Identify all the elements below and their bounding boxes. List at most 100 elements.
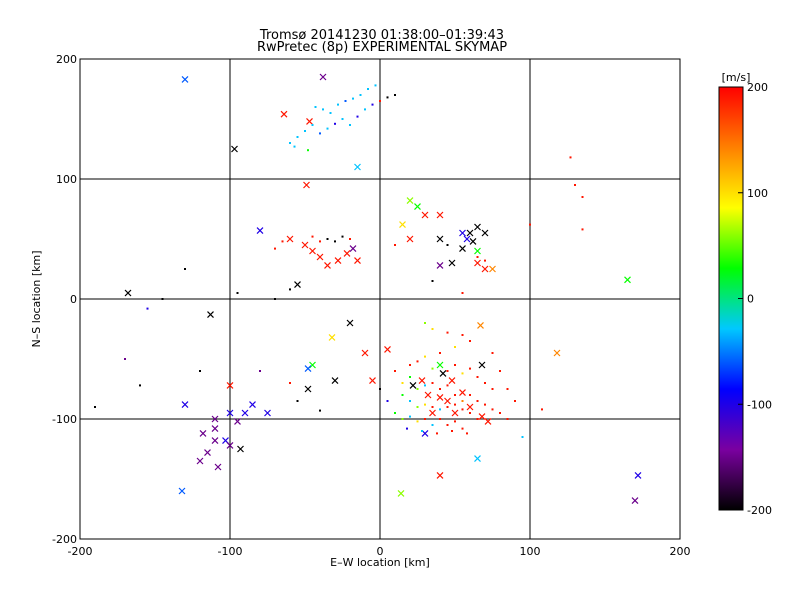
data-point-cross [634,471,642,479]
data-point-cross [478,413,486,421]
data-point-cross [249,401,256,409]
data-point-dot [454,403,456,406]
data-point-dot [574,184,576,186]
data-point-dot [161,298,164,300]
data-point-cross [226,409,234,417]
data-point-cross [421,211,429,219]
data-point-dot [293,145,296,148]
colorbar: [m/s] 200 100 0 -100 -200 [718,71,772,517]
data-point-dot [319,132,321,135]
data-point-dot [484,259,486,262]
data-point-cross [631,497,639,505]
y-axis-label: N–S location [km] [30,250,43,347]
data-point-dot [401,418,404,420]
data-point-dot [439,352,441,354]
data-point-dot [409,415,411,418]
data-point-cross [309,247,316,255]
colorbar-tick-label: -200 [747,504,772,517]
data-point-cross [474,247,481,255]
data-point-dot [379,100,381,102]
data-point-cross [309,361,316,369]
data-point-dot [139,384,141,387]
data-point-cross [477,321,484,329]
data-point-dot [569,156,572,159]
data-point-cross [436,361,444,369]
data-point-dot [491,408,494,411]
data-point-cross [459,245,466,253]
data-point-dot [259,370,261,372]
data-point-dot [476,400,479,402]
data-point-cross [414,203,421,211]
data-point-cross [181,401,189,409]
data-point-dot [446,424,449,426]
data-point-dot [454,346,456,348]
data-point-dot [416,420,419,423]
data-point-dot [322,108,324,111]
data-point-cross [444,397,451,405]
data-point-cross [303,181,310,189]
data-point-cross [328,333,336,341]
colorbar-tick-label: 200 [747,81,768,94]
data-point-dot [274,247,276,250]
data-point-dot [334,122,336,125]
data-point-dot [439,418,441,420]
data-point-dot [394,94,396,96]
y-tick-label: -100 [52,413,77,426]
y-tick-label: 100 [56,173,77,186]
data-point-dot [529,223,531,226]
data-point-dot [484,382,486,384]
data-point-dot [341,235,344,238]
data-point-cross [199,429,207,437]
data-point-dot [307,149,309,152]
data-point-cross [306,117,313,125]
data-point-dot [581,196,584,198]
data-point-dot [469,394,471,396]
data-point-dot [514,400,516,402]
data-point-cross [207,311,214,319]
data-point-dot [431,382,434,384]
data-point-dot [289,288,291,291]
data-point-dot [296,400,299,402]
data-point-cross [304,385,312,393]
data-point-dot [416,406,419,408]
data-point-dot [446,406,449,408]
data-point-cross [234,417,241,425]
data-point-dot [446,331,449,334]
data-point-dot [386,96,389,99]
data-point-cross [448,259,456,267]
data-point-cross [424,391,432,399]
data-point-cross [369,377,376,385]
data-point-cross [459,389,466,397]
data-point-dot [329,112,332,114]
data-point-dot [289,382,291,384]
data-point-cross [418,377,426,385]
data-point-cross [214,463,222,471]
data-point-dot [446,384,449,387]
data-point-dot [431,280,434,282]
data-point-cross [384,345,391,353]
data-point-cross [204,449,211,457]
data-point-cross [399,221,406,229]
data-point-cross [316,253,324,261]
data-point-dot [349,238,351,240]
data-point-dot [386,400,389,402]
data-point-dot [311,235,314,238]
data-point-dot [454,394,456,396]
data-point-dot [371,103,374,106]
data-point-dot [424,355,426,358]
data-point-cross [474,455,481,463]
data-point-dot [454,364,456,366]
data-point-dot [367,88,369,90]
data-point-dot [401,394,404,396]
data-point-dot [364,108,366,111]
y-tick-label: 200 [56,53,77,66]
data-point-cross [237,445,244,453]
data-point-dot [236,292,239,294]
data-point-cross [484,417,492,425]
data-point-dot [394,370,396,372]
x-tick-label: 200 [670,545,691,558]
data-point-cross [343,249,351,257]
data-point-dot [341,118,344,120]
data-point-cross [331,377,339,385]
data-point-dot [461,427,464,430]
